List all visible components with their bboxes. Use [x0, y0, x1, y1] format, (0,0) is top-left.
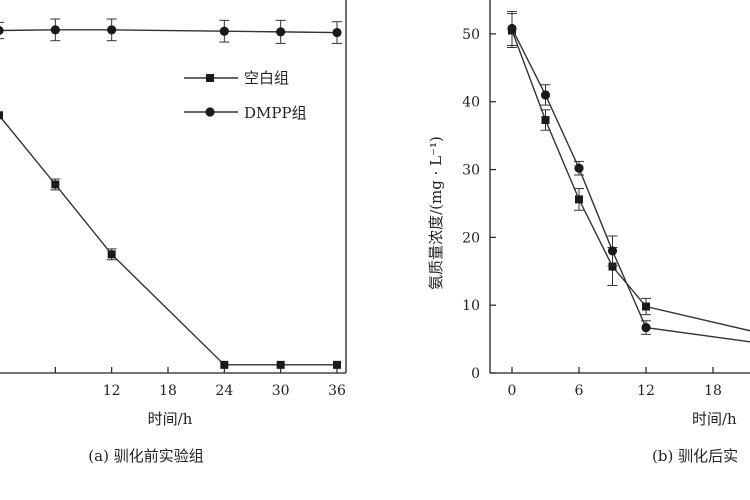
panel-a-x-tick-label: 36	[328, 383, 346, 399]
panel-a-series-line-0	[0, 115, 337, 366]
panel-b-y-tick-label: 30	[462, 163, 480, 179]
panel-b-point-circle	[574, 163, 584, 173]
panel-b-point-square	[642, 302, 650, 311]
panel-b-series	[507, 11, 750, 343]
legend-marker-square	[206, 74, 214, 82]
legend-marker-circle	[205, 107, 215, 117]
panel-b-x-tick-label: 6	[575, 383, 584, 399]
panel-a-point-circle	[276, 27, 286, 37]
panel-a: 12 18 24 30 36 空白组 DMPP组 时间/h (a) 驯化前实验组	[0, 0, 347, 465]
panel-b-y-tick-label: 0	[471, 366, 480, 382]
panel-a-x-tick-label: 24	[215, 383, 233, 399]
panel-a-point-circle	[50, 25, 60, 35]
panel-b-y-tick-label: 50	[462, 27, 480, 43]
panel-b-y-tick-label: 20	[462, 230, 480, 246]
panel-a-series-line-1	[0, 29, 338, 34]
panel-a-point-square	[51, 180, 60, 189]
panel-a-x-axis-title: 时间/h	[148, 410, 193, 428]
panel-a-point-square	[107, 250, 116, 259]
panel-b-x-tick-label: 18	[704, 383, 722, 399]
panel-a-point-square	[0, 111, 3, 120]
panel-a-point-circle	[107, 25, 117, 35]
panel-b-series-line-0	[511, 30, 750, 332]
panel-a-point-circle	[332, 27, 342, 38]
panel-b-point-square	[541, 116, 550, 125]
panel-a-point-circle	[219, 26, 229, 36]
panel-b-point-square	[575, 195, 583, 204]
panel-b-x-tick-label: 0	[508, 383, 517, 399]
panel-b-caption: (b) 驯化后实	[652, 447, 738, 465]
panel-b-point-circle	[507, 23, 517, 34]
panel-b: 0 10 20 30 40 50 0 6 12 18 氨质量浓度/(mg · L⁻¹) 时间/h…	[427, 0, 750, 465]
legend-label-blank: 空白组	[244, 69, 289, 87]
panel-b-x-ticks: 0 6 12 18	[508, 367, 722, 399]
panel-b-series-line-1	[511, 28, 750, 343]
panel-a-caption: (a) 驯化前实验组	[88, 447, 203, 465]
panel-b-x-tick-label: 12	[637, 383, 655, 399]
panel-b-y-tick-label: 10	[462, 298, 480, 314]
panel-a-point-square	[220, 360, 229, 369]
panel-a-point-square	[276, 360, 285, 369]
legend: 空白组 DMPP组	[184, 69, 307, 122]
panel-b-point-circle	[607, 246, 618, 256]
panel-a-x-tick-label: 12	[103, 383, 121, 399]
panel-a-point-square	[333, 360, 341, 369]
panel-b-y-tick-label: 40	[462, 95, 480, 111]
panel-a-series	[0, 18, 342, 369]
panel-b-point-circle	[641, 322, 651, 333]
panel-b-y-axis-title: 氨质量浓度/(mg · L⁻¹)	[427, 136, 445, 290]
legend-label-dmpp: DMPP组	[244, 104, 307, 122]
panel-b-y-ticks: 0 10 20 30 40 50	[462, 27, 496, 382]
panel-a-x-tick-label: 30	[272, 383, 290, 399]
panel-b-point-square	[608, 262, 617, 271]
panel-b-point-circle	[540, 90, 551, 100]
panel-a-point-circle	[0, 26, 4, 36]
panel-b-x-axis-title: 时间/h	[692, 410, 737, 428]
panel-a-x-ticks: 12 18 24 30 36	[54, 367, 346, 399]
panel-a-x-tick-label: 18	[159, 383, 177, 399]
